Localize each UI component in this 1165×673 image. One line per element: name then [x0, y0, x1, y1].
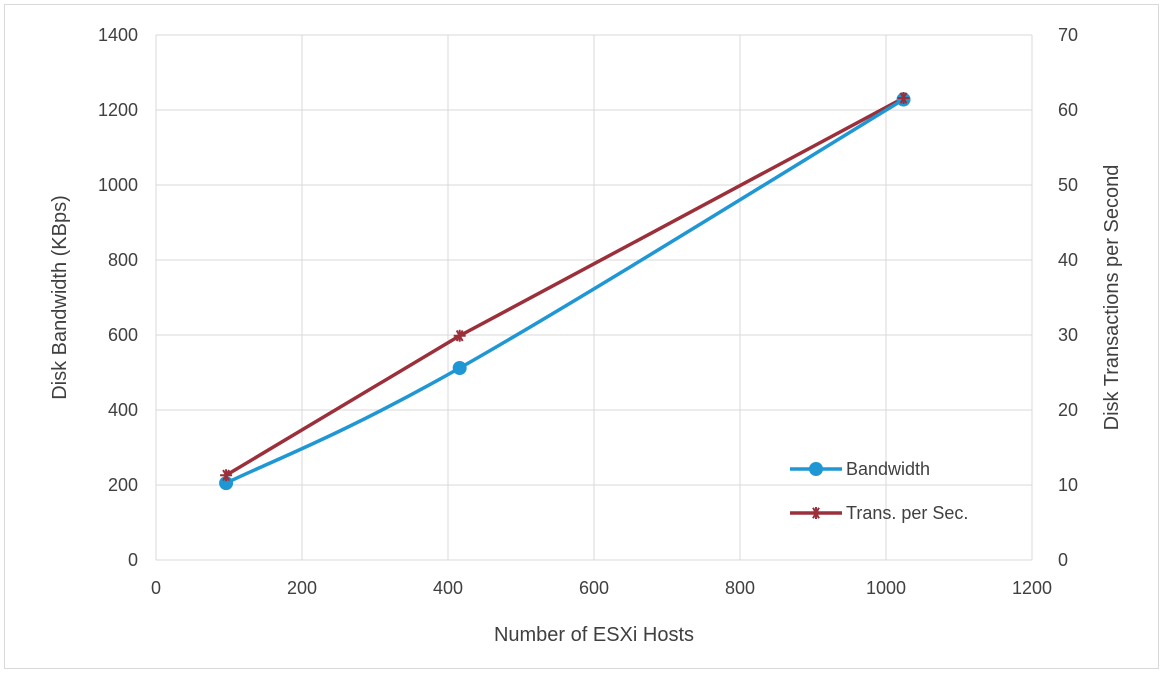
markers-transactions: [220, 92, 910, 482]
y2-tick-label: 70: [1058, 25, 1078, 45]
y-tick-label: 400: [108, 400, 138, 420]
y2-tick-label: 0: [1058, 550, 1068, 570]
y-tick-label: 800: [108, 250, 138, 270]
legend-label: Bandwidth: [846, 459, 930, 479]
y-axis-title: Disk Bandwidth (KBps): [49, 195, 71, 400]
data-point: [897, 92, 910, 104]
series-line: [225, 98, 905, 485]
y-tick-label: 200: [108, 475, 138, 495]
y2-tick-label: 40: [1058, 250, 1078, 270]
x-tick-label: 400: [433, 578, 463, 598]
y2-tick-label: 20: [1058, 400, 1078, 420]
chart-frame: [4, 4, 1159, 669]
y-tick-label: 1400: [98, 25, 138, 45]
legend-marker: [810, 507, 822, 519]
x-tick-label: 600: [579, 578, 609, 598]
legend: Bandwidth Trans. per Sec.: [790, 459, 968, 523]
legend-marker: [809, 462, 823, 476]
y-tick-label: 1000: [98, 175, 138, 195]
y2-axis-title: Disk Transactions per Second: [1101, 165, 1123, 431]
data-point: [452, 361, 467, 375]
y2-tick-label: 50: [1058, 175, 1078, 195]
x-axis-title: Number of ESXi Hosts: [494, 624, 694, 646]
legend-entry: Trans. per Sec.: [790, 503, 968, 523]
gridlines: [155, 34, 1033, 561]
data-point: [453, 329, 466, 342]
y2-tick-label: 10: [1058, 475, 1078, 495]
legend-label: Trans. per Sec.: [846, 503, 968, 523]
series-layer: [219, 92, 911, 491]
y-tick-label: 1200: [98, 100, 138, 120]
series-bandwidth: [225, 98, 905, 485]
data-point: [220, 469, 233, 482]
legend-entry: Bandwidth: [790, 459, 930, 479]
x-tick-label: 200: [287, 578, 317, 598]
x-tick-label: 1200: [1012, 578, 1052, 598]
x-tick-label: 0: [151, 578, 161, 598]
y2-tick-label: 60: [1058, 100, 1078, 120]
series-line: [225, 96, 905, 477]
y-tick-label: 600: [108, 325, 138, 345]
x-tick-label: 1000: [866, 578, 906, 598]
series-transactions: [225, 96, 905, 477]
markers-bandwidth: [219, 92, 911, 491]
y-tick-label: 0: [128, 550, 138, 570]
y2-tick-label: 30: [1058, 325, 1078, 345]
axis-labels: 0 200 400 600 800 1000 12000200400600800100012…: [49, 25, 1123, 646]
x-tick-label: 800: [725, 578, 755, 598]
